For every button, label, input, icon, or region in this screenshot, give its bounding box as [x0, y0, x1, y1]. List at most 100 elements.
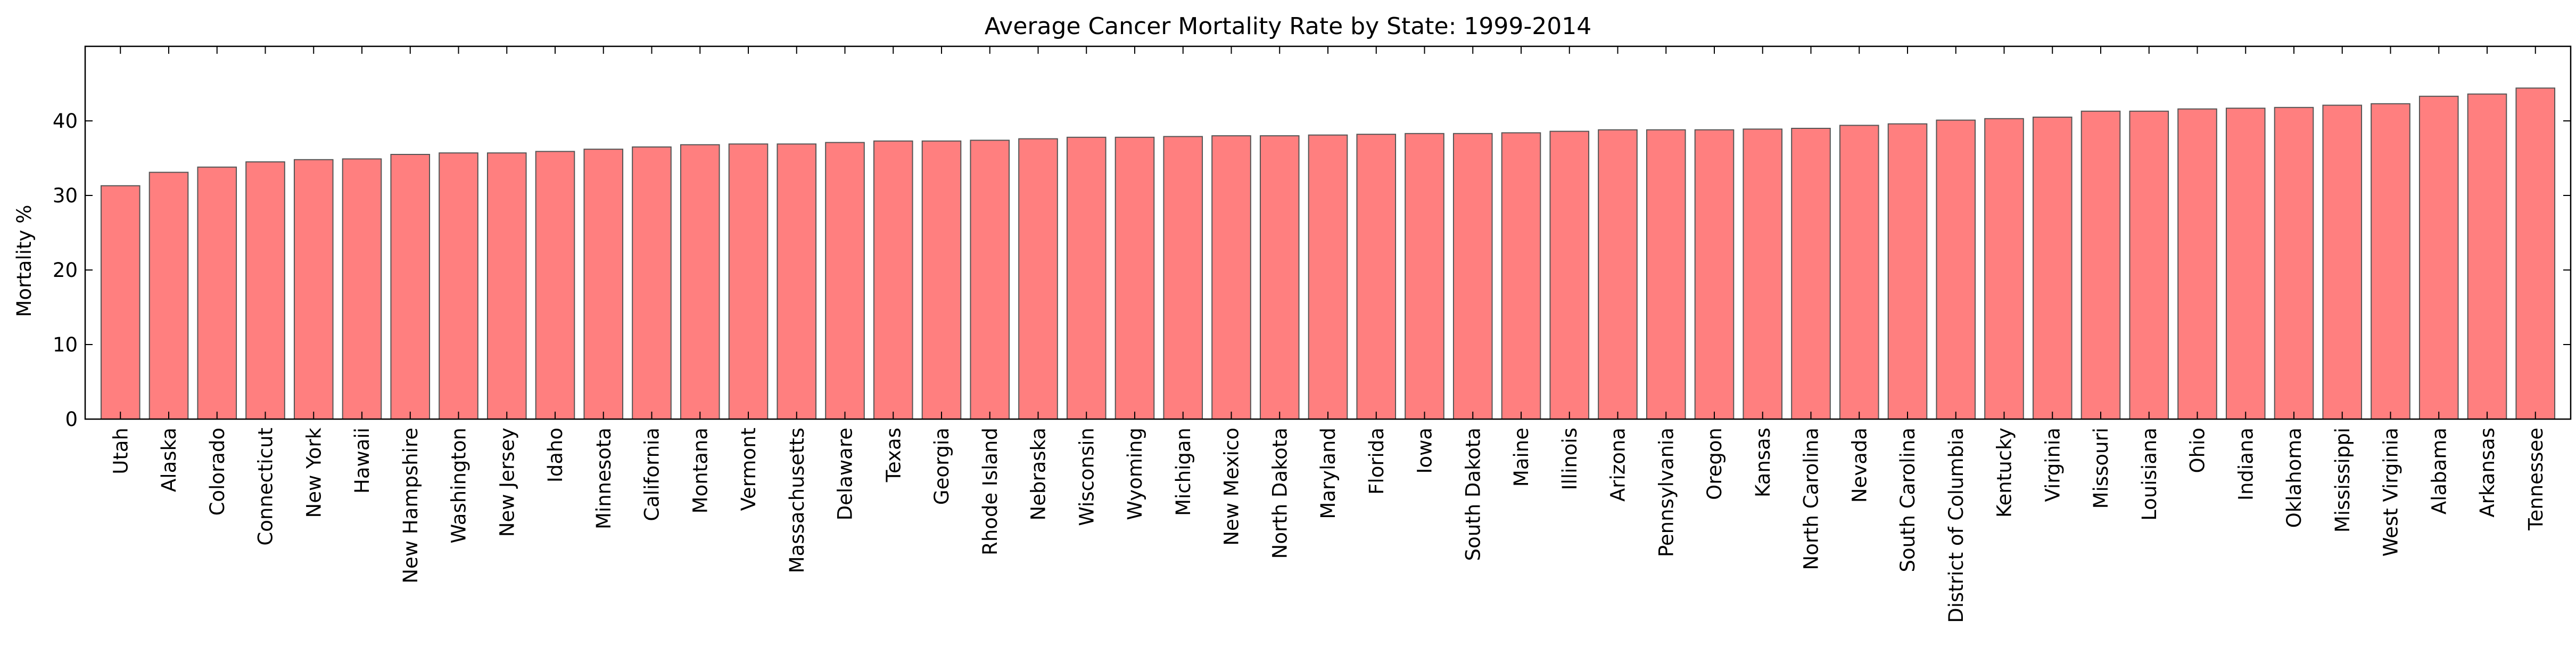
- x-tick-label: Delaware: [834, 428, 857, 520]
- x-tick-label: Pennsylvania: [1655, 428, 1678, 557]
- x-tick-label: Kentucky: [1993, 428, 2016, 518]
- x-tick-label: Virginia: [2041, 428, 2064, 502]
- bar: [245, 161, 285, 420]
- x-tick-label: Wisconsin: [1075, 428, 1098, 526]
- x-tick-label: Nebraska: [1027, 428, 1050, 521]
- x-tick-label: Idaho: [544, 428, 567, 482]
- plot-frame: [84, 45, 2572, 420]
- bar: [1984, 118, 2024, 420]
- x-tick-label: Kansas: [1752, 428, 1774, 497]
- bar: [1308, 134, 1348, 420]
- bar: [342, 158, 382, 420]
- x-tick-label: Nevada: [1848, 428, 1871, 503]
- x-tick-label: Wyoming: [1124, 428, 1146, 520]
- x-tick-label: New Jersey: [496, 428, 518, 537]
- y-tick-label: 10: [53, 333, 78, 356]
- bar: [1066, 136, 1107, 420]
- y-tick-label: 0: [65, 408, 78, 431]
- x-tick-label: Vermont: [737, 428, 760, 511]
- x-tick-label: New York: [302, 427, 325, 518]
- y-tick-label: 40: [53, 110, 78, 133]
- bar: [921, 140, 962, 420]
- x-tick-label: New Mexico: [1220, 428, 1243, 546]
- bar: [1743, 128, 1783, 420]
- x-tick-label: Arkansas: [2476, 428, 2499, 518]
- bar: [777, 143, 817, 420]
- bar: [1549, 130, 1590, 420]
- y-axis-label: Mortality %: [13, 205, 36, 317]
- x-tick-label: Colorado: [206, 428, 229, 515]
- bar: [1887, 123, 1928, 420]
- x-tick-label: Maryland: [1317, 428, 1340, 519]
- bar: [293, 159, 334, 420]
- bar: [583, 149, 624, 420]
- bar: [1259, 135, 1300, 420]
- x-axis-ticks: Utah Alaska Colorado Connecticut New York Haw…: [109, 46, 2547, 623]
- bar: [2515, 87, 2556, 420]
- y-axis-ticks: 0 10 20 30 40: [53, 110, 2571, 431]
- bar: [1791, 128, 1831, 420]
- x-tick-label: Louisiana: [2138, 428, 2161, 521]
- bar: [1405, 133, 1444, 420]
- bar: [2371, 103, 2410, 420]
- bar: [1163, 136, 1203, 420]
- x-tick-label: Texas: [882, 428, 905, 482]
- bar: [439, 152, 478, 420]
- y-tick-label: 20: [53, 259, 78, 282]
- x-tick-label: Ohio: [2186, 428, 2209, 473]
- bar: [970, 140, 1010, 420]
- bar: [197, 166, 237, 420]
- x-tick-label: Missouri: [2090, 428, 2112, 509]
- bar: [1114, 136, 1155, 420]
- bar: [535, 151, 575, 420]
- x-tick-label: Minnesota: [592, 428, 615, 529]
- bars-group: [100, 87, 2556, 420]
- bar: [2080, 110, 2121, 420]
- bar: [148, 171, 189, 420]
- bar: [680, 144, 720, 420]
- chart-title: Average Cancer Mortality Rate by State: …: [985, 13, 1591, 40]
- x-tick-label: North Dakota: [1268, 428, 1291, 559]
- bar: [1598, 129, 1638, 420]
- x-tick-label: Alabama: [2428, 428, 2450, 514]
- x-tick-label: Oklahoma: [2283, 428, 2306, 528]
- bar: [2177, 108, 2217, 420]
- bar: [632, 146, 672, 420]
- bar: [1356, 134, 1397, 420]
- bar: [2418, 95, 2459, 420]
- x-tick-label: Iowa: [1414, 428, 1436, 473]
- x-tick-label: Utah: [109, 428, 132, 474]
- bar: [825, 142, 865, 420]
- bar: [2467, 93, 2507, 420]
- x-tick-label: New Hampshire: [399, 428, 422, 584]
- x-tick-label: Oregon: [1703, 428, 1726, 500]
- x-tick-label: Michigan: [1172, 428, 1195, 516]
- bar: [486, 152, 527, 420]
- bar: [1501, 132, 1541, 420]
- x-tick-label: Montana: [689, 428, 712, 513]
- x-tick-label: Massachusetts: [786, 428, 808, 573]
- x-tick-label: District of Columbia: [1945, 428, 1968, 623]
- bar: [1936, 119, 1976, 420]
- bar: [728, 143, 769, 420]
- x-tick-label: Washington: [448, 428, 470, 543]
- x-tick-label: South Dakota: [1462, 428, 1484, 561]
- x-tick-label: North Carolina: [1800, 428, 1823, 570]
- x-tick-label: Rhode Island: [979, 428, 1002, 555]
- x-tick-label: Connecticut: [254, 428, 277, 546]
- bar: [2032, 117, 2073, 420]
- bar: [1646, 129, 1686, 420]
- bar: [2322, 104, 2363, 420]
- x-tick-label: California: [641, 428, 664, 521]
- bar: [2274, 107, 2314, 420]
- x-tick-label: Maine: [1510, 428, 1533, 487]
- x-tick-label: Hawaii: [351, 428, 374, 494]
- bar: [873, 140, 913, 420]
- bar: [390, 154, 431, 420]
- x-tick-label: Arizona: [1607, 428, 1630, 502]
- x-tick-label: West Virginia: [2380, 428, 2402, 556]
- bar: [100, 185, 141, 420]
- x-tick-label: Mississippi: [2331, 428, 2354, 533]
- x-tick-label: Florida: [1365, 428, 1388, 495]
